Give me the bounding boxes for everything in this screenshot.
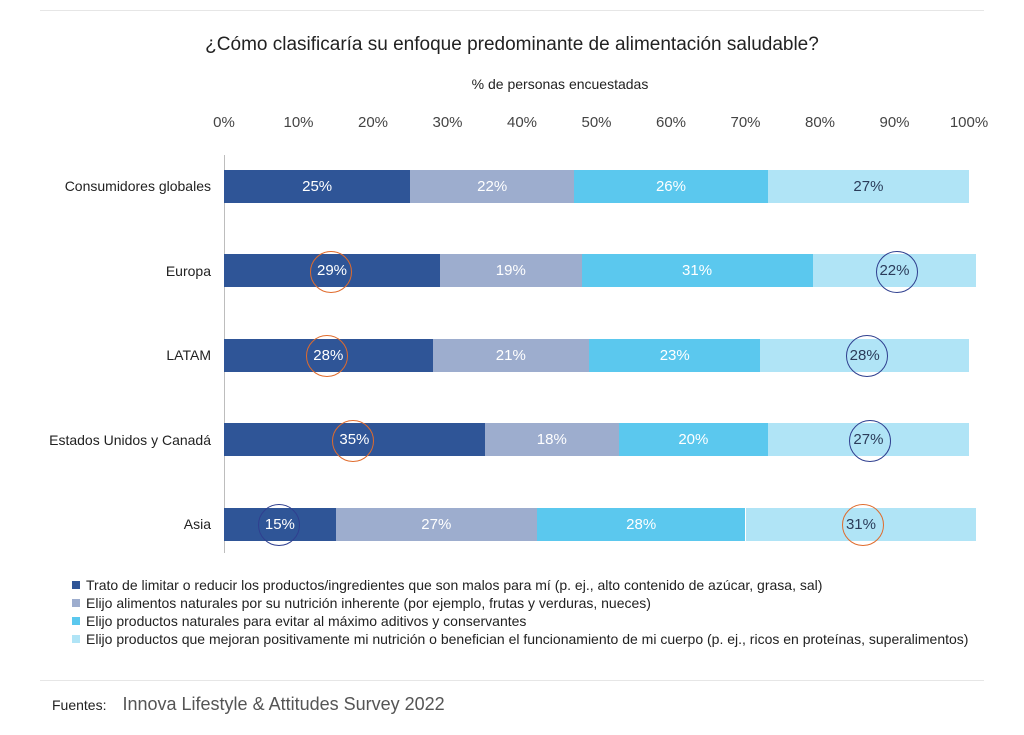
x-tick-label: 80% bbox=[804, 114, 836, 131]
legend-label: Elijo productos que mejoran positivament… bbox=[86, 631, 969, 647]
bar-value-label: 23% bbox=[659, 346, 690, 364]
bottom-divider bbox=[40, 680, 984, 681]
x-tick-label: 70% bbox=[730, 114, 761, 131]
bar-value-label: 35% bbox=[339, 431, 370, 448]
bar-value-label: 21% bbox=[495, 346, 526, 364]
legend-swatch bbox=[72, 581, 80, 589]
source-text: Innova Lifestyle & Attitudes Survey 2022 bbox=[122, 694, 445, 714]
bar-value-label: 28% bbox=[626, 515, 657, 533]
legend-swatch bbox=[72, 617, 80, 625]
legend-item: Elijo alimentos naturales por su nutrici… bbox=[72, 594, 992, 612]
bar-value-label: 19% bbox=[495, 262, 526, 279]
bar-value-label: 22% bbox=[477, 177, 508, 195]
x-tick-label: 10% bbox=[283, 114, 314, 131]
bar-segment: 31% bbox=[581, 254, 813, 287]
bar-value-label: 31% bbox=[682, 262, 713, 279]
top-divider bbox=[40, 10, 984, 11]
bar-segment: 18% bbox=[484, 423, 619, 456]
category-label: Asia bbox=[183, 516, 211, 532]
legend-item: Trato de limitar o reducir los productos… bbox=[72, 576, 992, 594]
legend-item: Elijo productos que mejoran positivament… bbox=[72, 630, 992, 648]
bar-segment: 22% bbox=[812, 254, 977, 287]
legend-label: Elijo productos naturales para evitar al… bbox=[86, 613, 527, 629]
bar-value-label: 20% bbox=[678, 431, 709, 448]
x-tick-label: 90% bbox=[879, 114, 910, 131]
bar-value-label: 28% bbox=[313, 346, 344, 364]
bar-segment: 29% bbox=[224, 254, 441, 287]
bar-value-label: 28% bbox=[849, 346, 880, 364]
bar-segment: 22% bbox=[410, 169, 575, 203]
x-tick-label: 20% bbox=[357, 114, 389, 131]
bar-value-label: 15% bbox=[264, 515, 295, 533]
category-label: Consumidores globales bbox=[64, 178, 211, 194]
x-tick-label: 0% bbox=[213, 114, 235, 131]
bar-value-label: 25% bbox=[302, 177, 333, 195]
x-tick-label: 30% bbox=[432, 114, 463, 131]
x-tick-label: 40% bbox=[506, 114, 538, 131]
bar-segment: 26% bbox=[574, 169, 768, 203]
legend-item: Elijo productos naturales para evitar al… bbox=[72, 612, 992, 630]
x-tick-label: 100% bbox=[949, 114, 989, 131]
x-tick-label: 50% bbox=[581, 114, 612, 131]
x-tick-label: 60% bbox=[655, 114, 687, 131]
category-label: LATAM bbox=[166, 347, 211, 363]
bar-segment: 15% bbox=[224, 507, 336, 541]
legend-swatch bbox=[72, 599, 80, 607]
bar-value-label: 31% bbox=[845, 515, 876, 533]
category-label: Estados Unidos y Canadá bbox=[49, 431, 211, 448]
bar-segment: 23% bbox=[589, 338, 761, 372]
bar-segment: 27% bbox=[767, 423, 969, 456]
bar-segment: 28% bbox=[224, 338, 433, 372]
bar-value-label: 22% bbox=[879, 262, 910, 279]
bar-segment: 27% bbox=[335, 507, 537, 541]
bar-value-label: 18% bbox=[536, 431, 567, 448]
bar-segment: 27% bbox=[767, 169, 969, 203]
legend-label: Trato de limitar o reducir los productos… bbox=[86, 577, 823, 593]
bar-segment: 31% bbox=[745, 507, 977, 541]
bar-segment: 20% bbox=[618, 423, 768, 456]
bar-segment: 28% bbox=[760, 338, 969, 372]
axis-label: % de personas encuestadas bbox=[471, 76, 649, 92]
bar-value-label: 27% bbox=[421, 515, 452, 533]
legend-swatch bbox=[72, 635, 80, 643]
bar-segment: 21% bbox=[432, 338, 590, 372]
bar-value-label: 29% bbox=[317, 262, 348, 279]
source-line: Fuentes: Innova Lifestyle & Attitudes Su… bbox=[52, 694, 445, 715]
chart-title: ¿Cómo clasificaría su enfoque predominan… bbox=[205, 34, 819, 55]
bar-segment: 35% bbox=[224, 423, 485, 456]
category-label: Europa bbox=[165, 262, 211, 279]
bar-value-label: 26% bbox=[655, 177, 686, 195]
bar-value-label: 27% bbox=[853, 177, 884, 195]
bar-segment: 28% bbox=[536, 507, 746, 541]
bar-segment: 19% bbox=[440, 254, 582, 287]
legend: Trato de limitar o reducir los productos… bbox=[72, 576, 992, 648]
bar-value-label: 27% bbox=[853, 431, 884, 448]
bar-segment: 25% bbox=[224, 169, 411, 203]
legend-label: Elijo alimentos naturales por su nutrici… bbox=[86, 595, 651, 611]
source-label: Fuentes: bbox=[52, 697, 107, 713]
